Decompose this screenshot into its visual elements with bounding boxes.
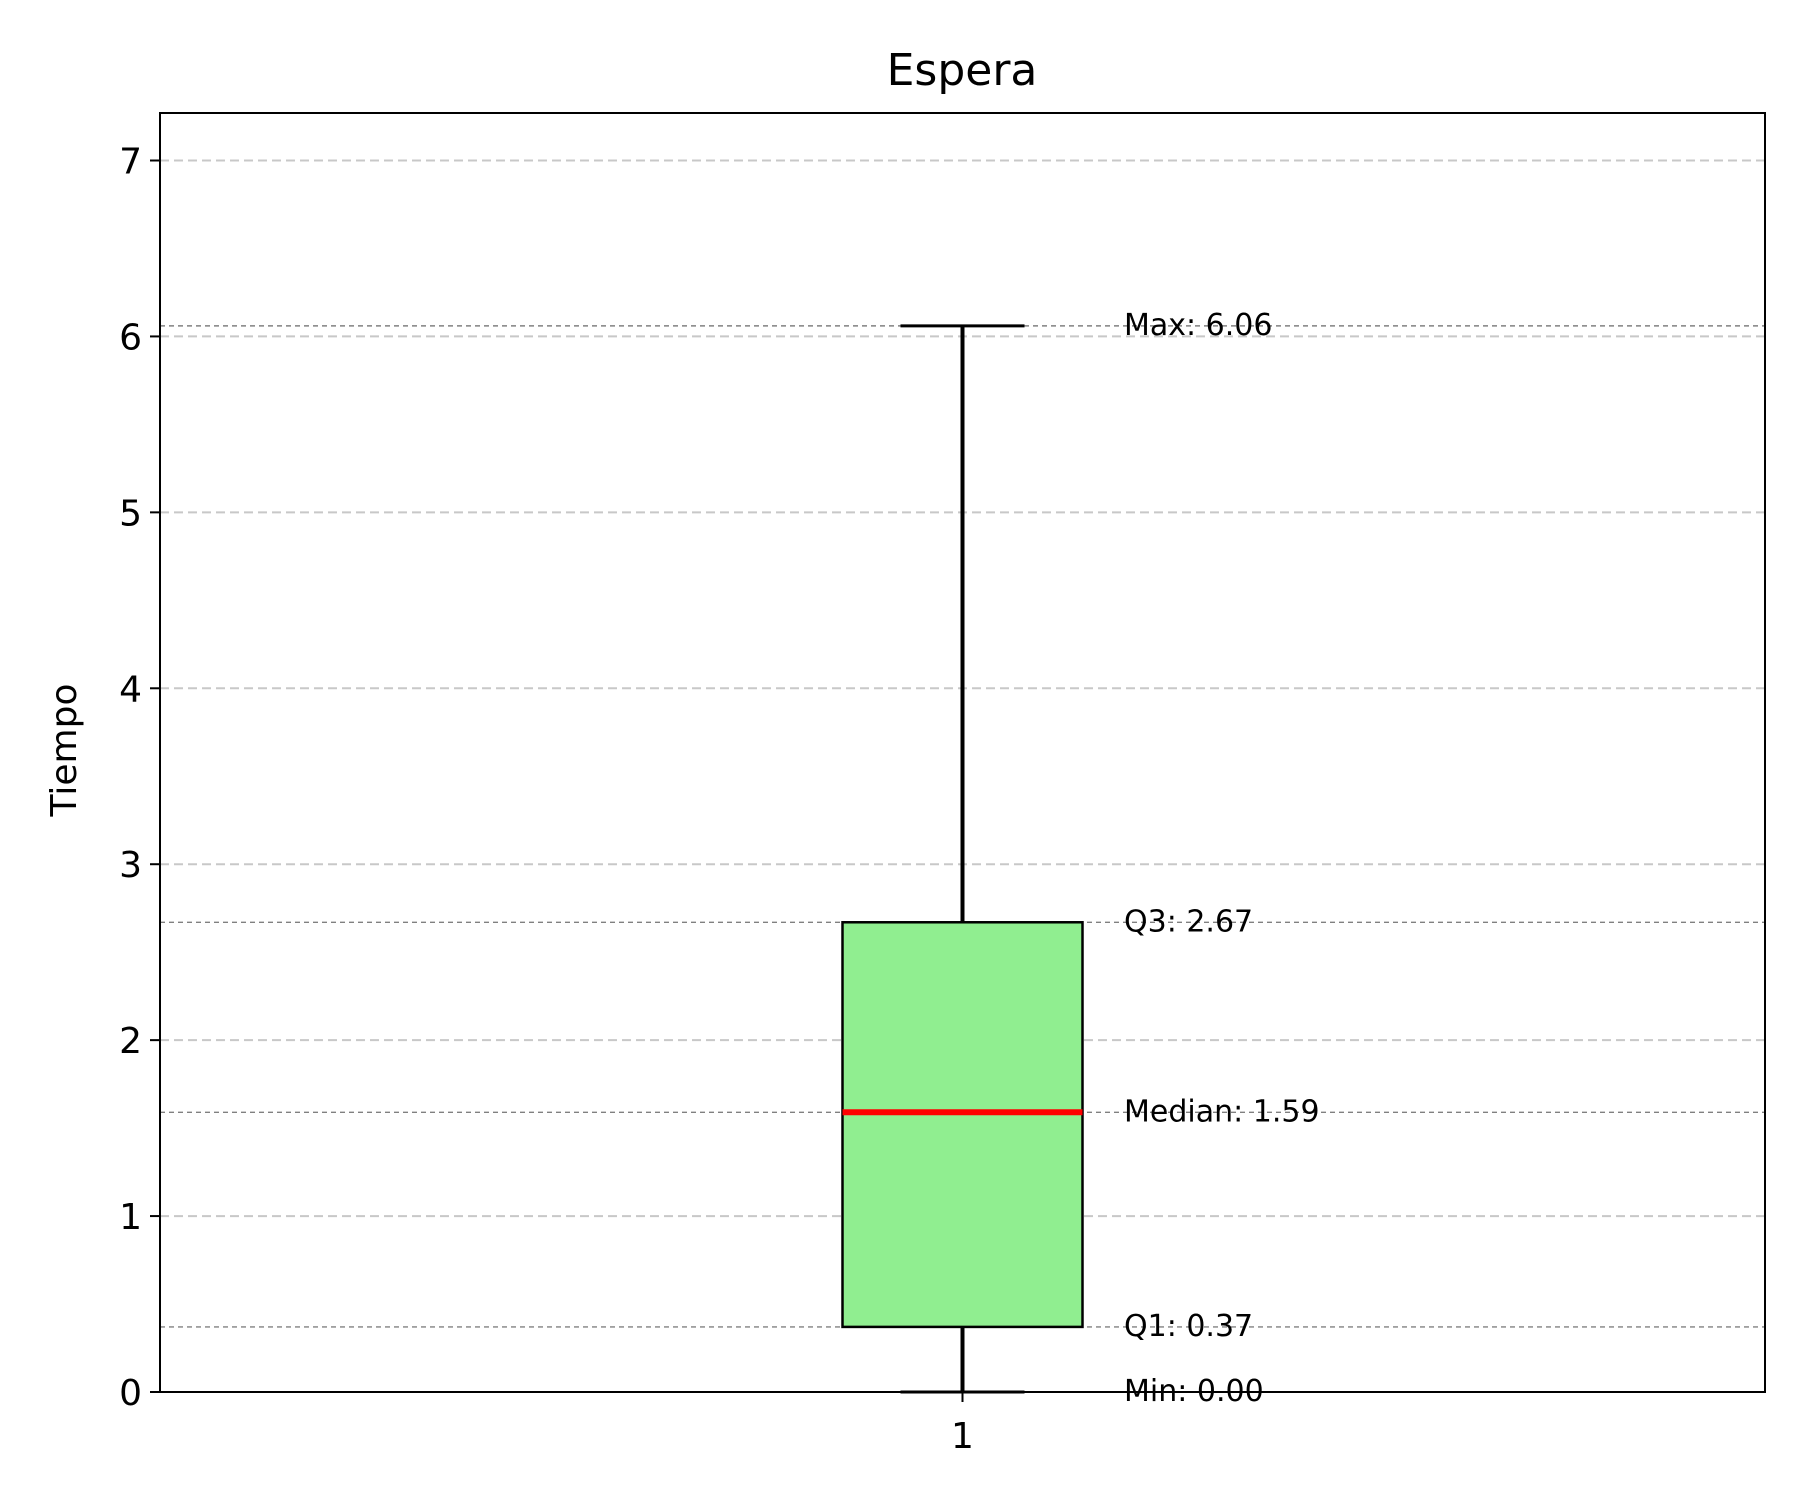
y-tick-label: 1 <box>119 1197 142 1238</box>
y-tick-label: 2 <box>119 1021 142 1062</box>
y-tick-label: 0 <box>119 1373 142 1414</box>
axes: 0 1 2 3 4 5 6 7 1 <box>119 142 974 1457</box>
y-tick-label: 5 <box>119 493 142 534</box>
annotation-max: Max: 6.06 <box>1124 308 1272 343</box>
box-plot-group <box>841 324 1084 1394</box>
y-tick-label: 3 <box>119 845 142 886</box>
annotation-median: Median: 1.59 <box>1124 1094 1320 1129</box>
plot-frame <box>159 112 1766 1393</box>
iqr-box <box>841 921 1084 1329</box>
annotation-q1: Q1: 0.37 <box>1124 1309 1253 1344</box>
annotation-q3: Q3: 2.67 <box>1124 904 1253 939</box>
y-tick-label: 6 <box>119 317 142 358</box>
y-tick-label: 4 <box>119 669 142 710</box>
x-tick-label: 1 <box>951 1416 974 1457</box>
chart-title: Espera <box>887 45 1038 96</box>
y-axis-label: Tiempo <box>44 684 85 818</box>
y-tick-label: 7 <box>119 142 142 183</box>
